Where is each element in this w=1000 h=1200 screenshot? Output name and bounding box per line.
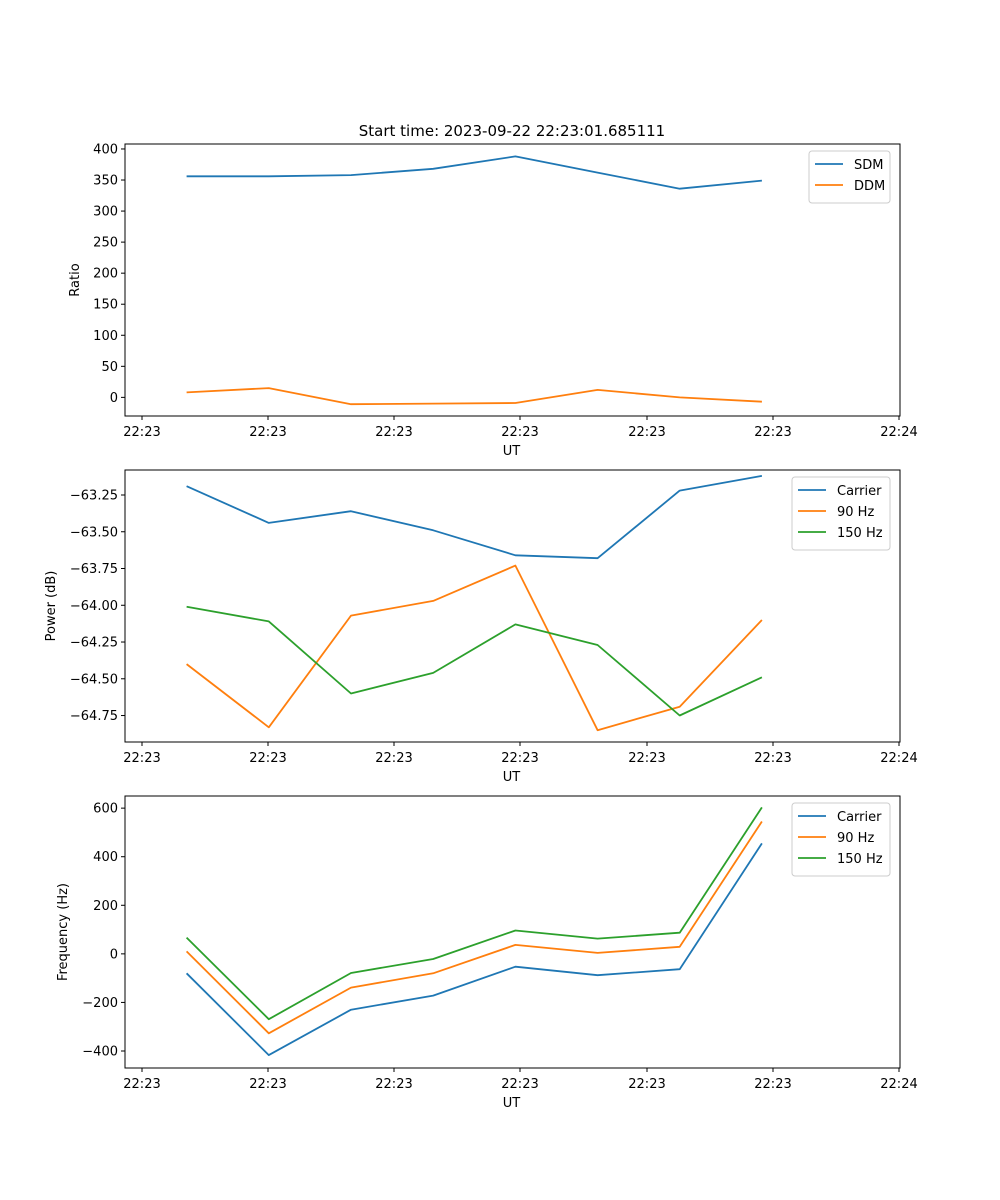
x-tick-label: 22:23	[628, 425, 665, 440]
y-tick-label: −63.75	[70, 562, 118, 577]
y-tick-label: 0	[110, 391, 118, 406]
x-tick-label: 22:23	[754, 425, 791, 440]
y-tick-label: −64.50	[70, 672, 118, 687]
legend-label: 150 Hz	[837, 526, 883, 541]
y-tick-label: 600	[93, 802, 118, 817]
y-axis-label: Power (dB)	[44, 571, 59, 642]
y-tick-label: −63.50	[70, 525, 118, 540]
plot-frame	[124, 143, 901, 417]
y-tick-label: −63.25	[70, 488, 118, 503]
y-axis-label: Ratio	[68, 263, 83, 296]
y-tick-label: 50	[101, 360, 118, 375]
x-axis-label: UT	[503, 1096, 521, 1111]
series-line-carrier	[185, 842, 763, 1056]
plot-frame	[124, 469, 901, 743]
x-tick-label: 22:23	[501, 425, 538, 440]
x-axis-label: UT	[503, 444, 521, 459]
ratio-panel: 0 50 100 150 200 250 300 350 400 22:23 22:23 22:23 2…	[68, 142, 918, 459]
series-line-carrier	[186, 475, 763, 560]
x-tick-label: 22:24	[880, 1077, 917, 1092]
x-tick-label: 22:23	[249, 425, 286, 440]
series-line-ddm	[186, 387, 762, 406]
legend-label: Carrier	[837, 810, 882, 825]
x-tick-label: 22:24	[880, 425, 917, 440]
x-tick-label: 22:23	[501, 751, 538, 766]
legend-label: SDM	[854, 158, 883, 173]
series-line-90-hz	[186, 564, 763, 732]
x-axis-label: UT	[503, 770, 521, 785]
legend-label: DDM	[854, 179, 885, 194]
x-tick-label: 22:24	[880, 751, 917, 766]
x-tick-label: 22:23	[123, 425, 160, 440]
frequency-panel: −400 −200 0 200 400 600 22:23 22:23 22:23 22:23 22…	[56, 795, 918, 1111]
legend-label: 90 Hz	[837, 505, 874, 520]
x-tick-label: 22:23	[628, 1077, 665, 1092]
x-tick-label: 22:23	[754, 751, 791, 766]
series-line-150-hz	[185, 806, 763, 1021]
series-line-sdm	[186, 155, 762, 190]
chart-title: Start time: 2023-09-22 22:23:01.685111	[359, 122, 665, 140]
x-tick-label: 22:23	[375, 1077, 412, 1092]
y-tick-label: 200	[93, 899, 118, 914]
legend-label: Carrier	[837, 484, 882, 499]
x-tick-label: 22:23	[501, 1077, 538, 1092]
y-tick-label: −64.75	[70, 709, 118, 724]
x-tick-label: 22:23	[249, 1077, 286, 1092]
y-axis-label: Frequency (Hz)	[56, 883, 71, 981]
y-tick-label: −200	[82, 996, 118, 1011]
y-tick-label: −64.25	[70, 636, 118, 651]
y-tick-label: 100	[93, 329, 118, 344]
legend-label: 150 Hz	[837, 852, 883, 867]
x-tick-label: 22:23	[123, 751, 160, 766]
y-tick-label: 0	[110, 947, 118, 962]
x-tick-label: 22:23	[754, 1077, 791, 1092]
x-tick-label: 22:23	[628, 751, 665, 766]
x-tick-label: 22:23	[375, 425, 412, 440]
y-tick-label: 300	[93, 205, 118, 220]
series-line-90-hz	[185, 821, 763, 1035]
x-tick-label: 22:23	[123, 1077, 160, 1092]
y-tick-label: −64.00	[70, 599, 118, 614]
series-line-150-hz	[186, 605, 763, 717]
y-tick-label: 150	[93, 298, 118, 313]
y-tick-label: −400	[82, 1045, 118, 1060]
y-tick-label: 200	[93, 267, 118, 282]
power-panel: −64.75 −64.50 −64.25 −64.00 −63.75 −63.50 −63.…	[44, 469, 918, 785]
y-tick-label: 400	[93, 142, 118, 157]
plot-frame	[124, 795, 901, 1069]
x-tick-label: 22:23	[249, 751, 286, 766]
y-tick-label: 250	[93, 236, 118, 251]
x-tick-label: 22:23	[375, 751, 412, 766]
y-tick-label: 400	[93, 850, 118, 865]
legend-label: 90 Hz	[837, 831, 874, 846]
y-tick-label: 350	[93, 174, 118, 189]
